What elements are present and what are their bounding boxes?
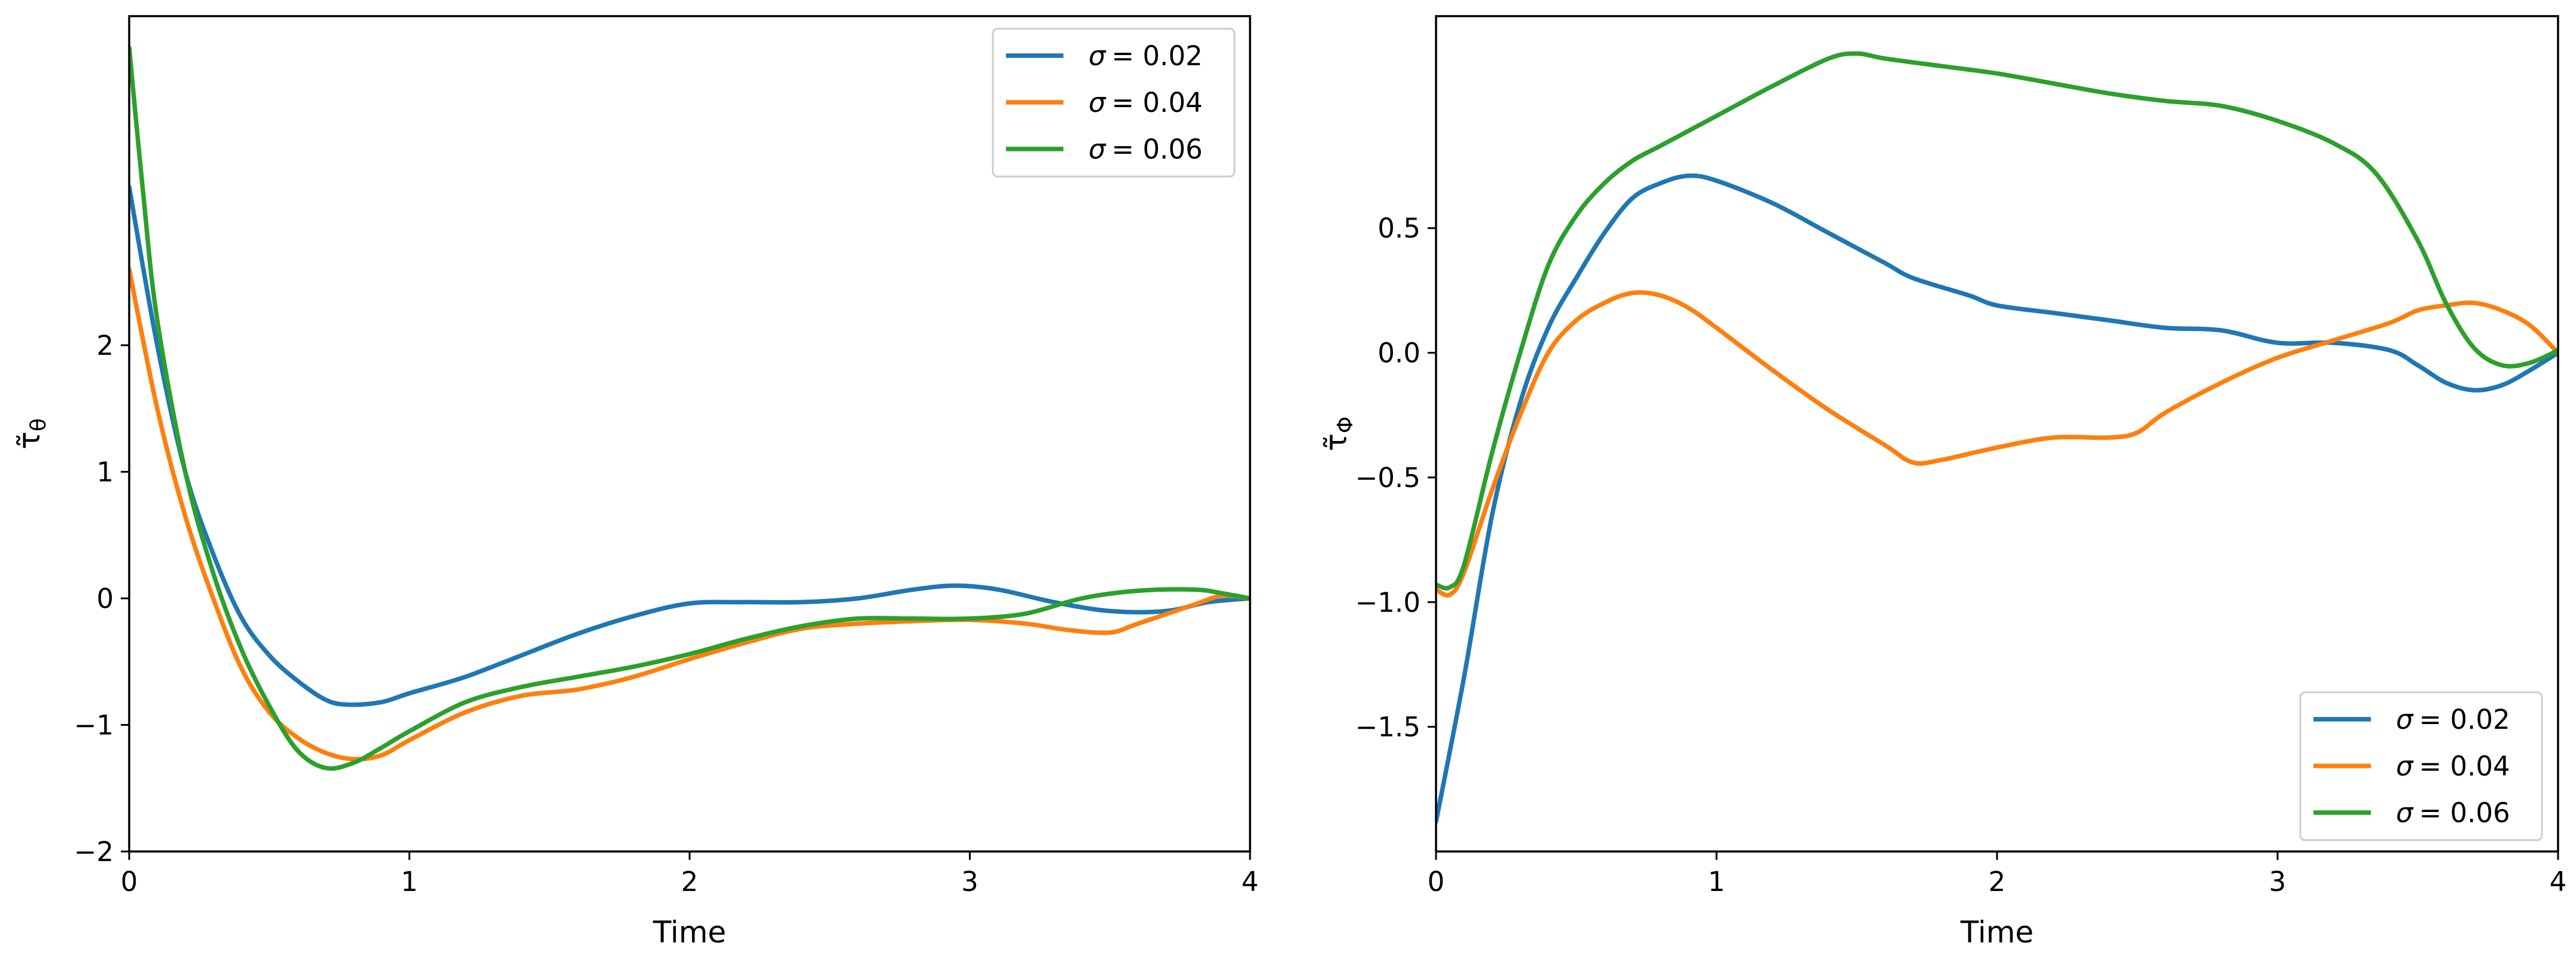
legend-label-value: = 0.04 [2419,750,2510,782]
x-axis-label: Time [653,915,726,950]
legend-label-value: = 0.02 [2419,704,2510,735]
legend-label-0: σ = 0.02 [2396,704,2510,735]
legend: σ = 0.02σ = 0.04σ = 0.06 [992,28,1236,178]
x-tick-label: 3 [2269,866,2287,898]
series-line-0 [1436,173,2558,824]
x-tick-label: 1 [1708,866,1726,898]
legend-label-1: σ = 0.04 [2396,750,2510,782]
y-tick-label: 0 [96,583,114,615]
y-axis-label-main: τ̃ [12,431,47,449]
legend-label-symbol: σ [1089,40,1106,72]
y-axis-label-subscript: Φ [1333,416,1358,433]
legend-label-0: σ = 0.02 [1089,40,1203,72]
x-tick-label: 2 [681,866,699,898]
legend-label-value: = 0.04 [1112,87,1203,118]
x-axis-label: Time [1960,915,2034,950]
legend-label-symbol: σ [1089,133,1106,165]
y-axis-label-main: τ̃ [1319,433,1353,451]
legend-label-1: σ = 0.04 [1089,87,1203,118]
x-tick-label: 3 [961,866,978,898]
legend-label-symbol: σ [2396,797,2414,829]
legend: σ = 0.02σ = 0.04σ = 0.06 [2299,691,2543,841]
x-tick-label: 4 [1242,866,1259,898]
y-axis-label-subscript: θ [26,418,51,431]
x-tick-label: 0 [121,866,138,898]
legend-label-value: = 0.02 [1112,40,1203,72]
legend-label-2: σ = 0.06 [2396,797,2510,829]
y-tick-label: 2 [96,330,114,361]
legend-label-symbol: σ [2396,750,2414,782]
x-tick-label: 0 [1428,866,1445,898]
y-tick-label: 0.5 [1377,212,1420,244]
y-tick-label: 0.0 [1377,337,1420,369]
legend-label-symbol: σ [2396,704,2414,735]
y-tick-label: −0.5 [1355,462,1420,494]
legend-label-2: σ = 0.06 [1089,133,1203,165]
legend-label-symbol: σ [1089,87,1106,118]
series-lines [129,45,1250,771]
y-tick-label: −2 [74,836,114,868]
x-tick-label: 1 [401,866,418,898]
y-tick-label: −1 [74,709,114,741]
series-line-2 [129,45,1250,771]
x-tick-label: 4 [2550,866,2567,898]
y-tick-label: −1.0 [1355,586,1420,618]
legend-label-value: = 0.06 [1112,133,1203,165]
legend-label-value: = 0.06 [2419,797,2510,829]
y-tick-label: −1.5 [1355,711,1420,743]
legend-box [2299,691,2543,841]
legend-box [992,28,1236,178]
series-line-1 [129,267,1250,762]
series-line-0 [129,184,1250,707]
series-line-2 [1436,51,2558,591]
series-lines [1436,51,2558,824]
y-axis-label: τ̃θ [12,418,51,449]
y-axis-label: τ̃Φ [1319,416,1358,451]
series-line-1 [1436,290,2558,598]
y-tick-label: 1 [96,456,114,488]
x-tick-label: 2 [1989,866,2006,898]
